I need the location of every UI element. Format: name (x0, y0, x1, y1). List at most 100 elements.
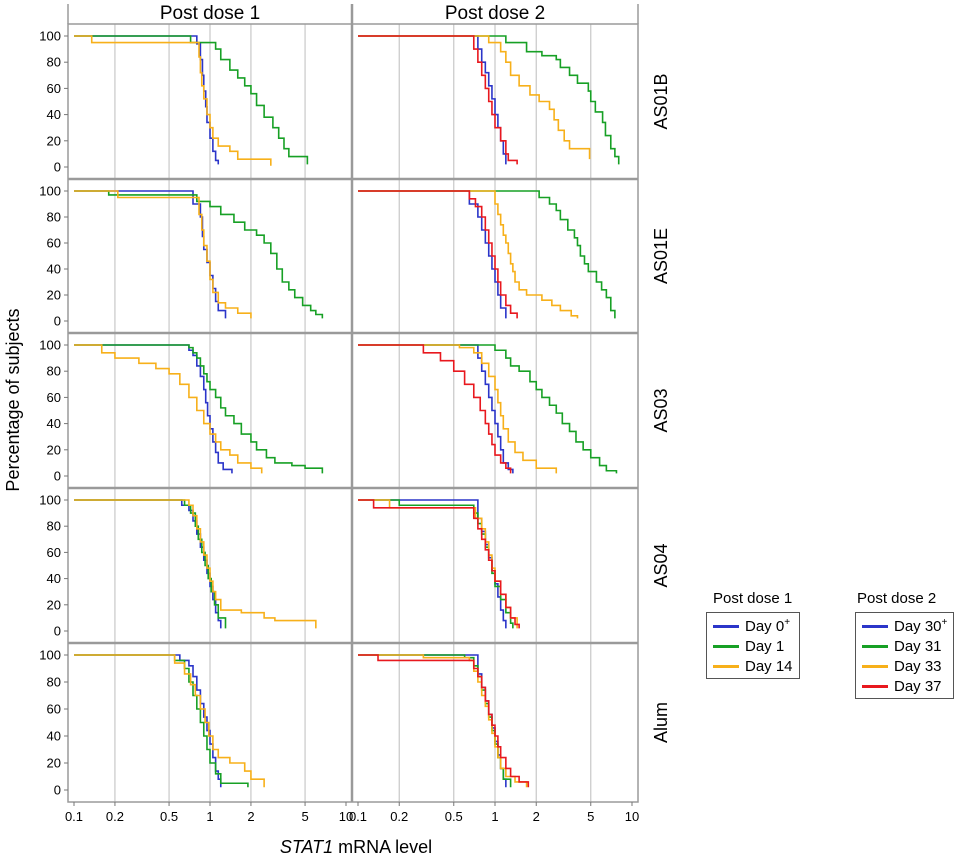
y-tick-label-80: 80 (47, 210, 61, 225)
legend-swatch (713, 664, 739, 668)
y-tick-label-100: 100 (39, 493, 61, 508)
y-tick-label-60: 60 (47, 702, 61, 717)
x-tick-label-0-5: 0.5 (445, 809, 463, 824)
legend-label-sup: + (784, 617, 791, 628)
y-tick-label-60: 60 (47, 236, 61, 251)
legend-item-day-31: Day 31 (862, 636, 947, 656)
series-as01b-post-dose-1-day-0 (74, 35, 220, 165)
series-as01e-post-dose-2-day-31 (358, 190, 616, 319)
series-as01e-post-dose-2-day-37 (358, 190, 518, 319)
x-tick-label-0-1: 0.1 (65, 809, 83, 824)
y-tick-label-0: 0 (54, 314, 61, 329)
series-as04-post-dose-2-day-37 (358, 499, 520, 629)
y-tick-label-0: 0 (54, 160, 61, 175)
series-as04-post-dose-2-day-33 (358, 499, 518, 629)
legend-swatch (862, 644, 888, 648)
x-axis-title-rest: mRNA level (333, 837, 432, 857)
series-as01e-post-dose-1-day-0 (74, 190, 227, 319)
legend-swatch (862, 624, 888, 628)
x-tick-label-10: 10 (625, 809, 639, 824)
y-tick-label-20: 20 (47, 288, 61, 303)
y-tick-label-20: 20 (47, 133, 61, 148)
series-as03-post-dose-1-day-1 (74, 344, 324, 474)
series-lines (74, 35, 620, 788)
series-as01b-post-dose-2-day-30 (358, 35, 507, 165)
column-title-post-dose-1: Post dose 1 (160, 3, 260, 24)
x-tick-label-10: 10 (339, 809, 353, 824)
x-tick-label-0-1: 0.1 (349, 809, 367, 824)
y-tick-label-100: 100 (39, 29, 61, 44)
series-as03-post-dose-2-day-31 (358, 344, 618, 474)
y-tick-label-100: 100 (39, 184, 61, 199)
series-as04-post-dose-1-day-0 (74, 499, 222, 629)
series-as04-post-dose-2-day-31 (358, 499, 514, 629)
y-tick-label-80: 80 (47, 675, 61, 690)
y-tick-label-20: 20 (47, 756, 61, 771)
legend-item-day-30: Day 30+ (862, 616, 947, 636)
legend-item-day-0: Day 0+ (713, 616, 793, 636)
x-tick-label-1: 1 (206, 809, 213, 824)
series-as01b-post-dose-2-day-37 (358, 35, 518, 165)
y-tick-label-20: 20 (47, 442, 61, 457)
row-title-as04: AS04 (651, 543, 671, 587)
axis-labels: Post dose 1 Post dose 2 AS01B AS01E AS03 AS04… (39, 3, 671, 824)
x-tick-label-2: 2 (247, 809, 254, 824)
series-as01b-post-dose-1-day-1 (74, 35, 309, 165)
panel-frames (67, 4, 639, 803)
legend-item-day-33: Day 33 (862, 656, 947, 676)
series-as01b-post-dose-2-day-33 (358, 35, 591, 160)
legend-label: Day 0+ (745, 617, 791, 635)
series-as04-post-dose-2-day-30 (358, 499, 507, 629)
row-title-as01b: AS01B (651, 73, 671, 129)
legend-title-post-dose-2: Post dose 2 (857, 590, 937, 607)
x-tick-label-5: 5 (587, 809, 594, 824)
row-title-as01e: AS01E (651, 228, 671, 284)
legend-box-post-dose-2: Day 30+ Day 31 Day 33 Day 37 (855, 612, 955, 699)
y-tick-label-0: 0 (54, 783, 61, 798)
series-as01e-post-dose-2-day-30 (358, 190, 507, 319)
series-as03-post-dose-2-day-30 (358, 344, 514, 474)
y-axis-title: Percentage of subjects (3, 308, 23, 491)
legend-item-day-1: Day 1 (713, 636, 793, 656)
series-as03-post-dose-1-day-14 (74, 344, 263, 474)
series-as04-post-dose-1-day-14 (74, 499, 317, 629)
series-as04-post-dose-1-day-1 (74, 499, 227, 629)
series-as01e-post-dose-2-day-33 (358, 190, 579, 319)
legend-label: Day 30+ (894, 617, 948, 635)
series-as03-post-dose-2-day-33 (358, 344, 558, 474)
legend-label: Day 1 (745, 637, 785, 655)
legend-box-post-dose-1: Day 0+ Day 1 Day 14 (706, 612, 800, 679)
legend-title-post-dose-1: Post dose 1 (713, 590, 793, 607)
series-as01e-post-dose-1-day-14 (74, 190, 252, 319)
y-tick-label-40: 40 (47, 107, 61, 122)
legend-swatch (713, 624, 739, 628)
legend-label: Day 31 (894, 637, 942, 655)
series-as01e-post-dose-1-day-1 (74, 190, 324, 319)
x-tick-label-0-2: 0.2 (106, 809, 124, 824)
legend-swatch (862, 664, 888, 668)
legend-label: Day 37 (894, 677, 942, 695)
x-tick-label-0-2: 0.2 (390, 809, 408, 824)
x-axis-title: STAT1 mRNA level (280, 837, 432, 857)
y-tick-label-20: 20 (47, 597, 61, 612)
legend-swatch (862, 684, 888, 688)
series-alum-post-dose-1-day-0 (74, 654, 222, 788)
row-title-as03: AS03 (651, 388, 671, 432)
legend-swatch (713, 644, 739, 648)
y-tick-label-60: 60 (47, 390, 61, 405)
y-tick-label-100: 100 (39, 648, 61, 663)
y-tick-label-40: 40 (47, 571, 61, 586)
y-tick-label-80: 80 (47, 364, 61, 379)
series-alum-post-dose-2-day-31 (358, 654, 512, 788)
legend-label-sup: + (941, 617, 948, 628)
y-tick-label-100: 100 (39, 338, 61, 353)
legend-item-day-14: Day 14 (713, 656, 793, 676)
y-tick-label-60: 60 (47, 545, 61, 560)
series-alum-post-dose-1-day-14 (74, 654, 265, 788)
y-tick-label-40: 40 (47, 416, 61, 431)
y-tick-label-60: 60 (47, 81, 61, 96)
legend-label: Day 14 (745, 657, 793, 675)
row-title-alum: Alum (651, 702, 671, 743)
y-tick-label-40: 40 (47, 729, 61, 744)
x-tick-label-0-5: 0.5 (160, 809, 178, 824)
